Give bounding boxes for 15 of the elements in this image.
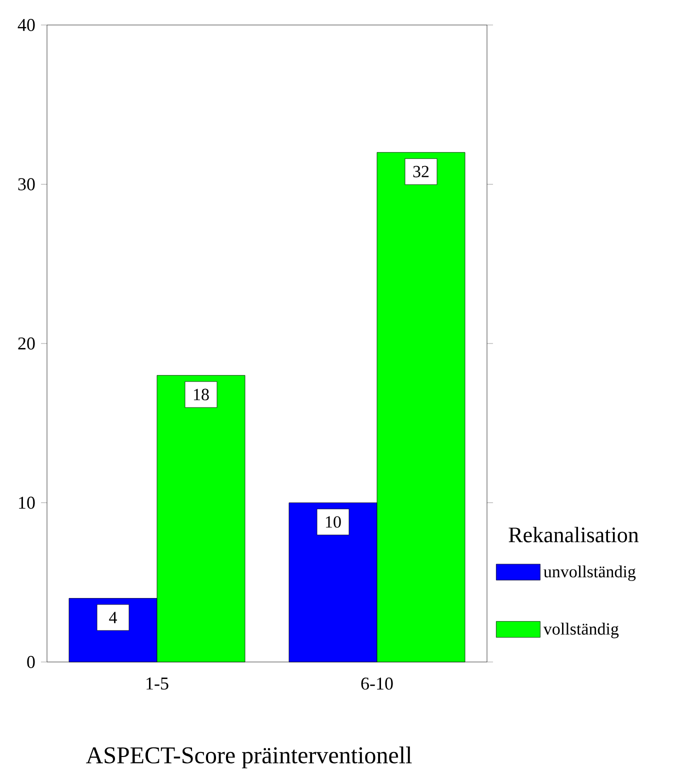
x-tick-label: 6-10 <box>361 678 393 690</box>
legend-label: vollständig <box>543 622 619 638</box>
legend-label: unvollständig <box>544 565 636 581</box>
data-label: 18 <box>194 388 209 400</box>
data-label: 10 <box>326 516 341 528</box>
legend-title: Rekanalisation <box>508 526 639 542</box>
data-label: 4 <box>109 612 117 624</box>
x-axis-title: ASPECT-Score präinterventionell <box>86 746 412 768</box>
y-tick-label: 40 <box>18 18 35 32</box>
y-tick-label: 30 <box>18 178 35 190</box>
data-label: 32 <box>413 166 429 178</box>
x-tick-label: 1-5 <box>146 678 168 690</box>
y-tick-label: 10 <box>19 496 35 509</box>
y-tick-label: 20 <box>18 337 35 350</box>
y-tick-label: 0 <box>27 656 35 668</box>
